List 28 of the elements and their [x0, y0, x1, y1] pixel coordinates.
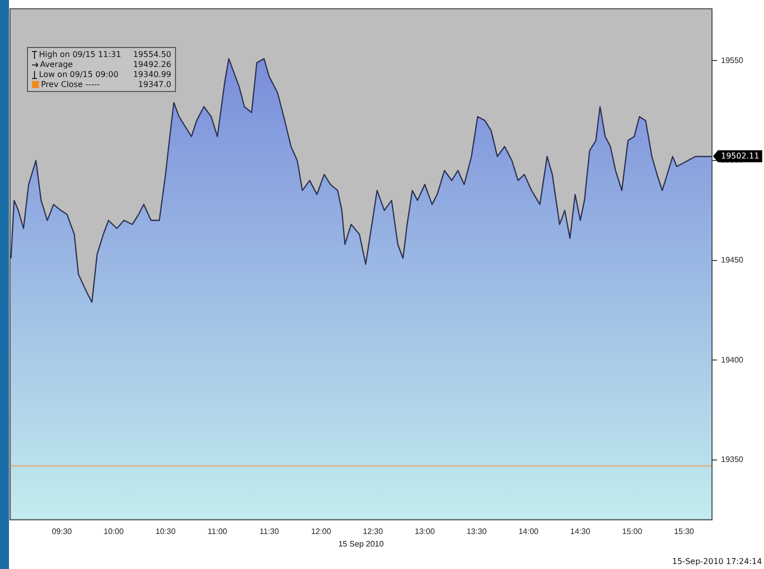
x-tick-label: 09:30 — [52, 526, 72, 536]
annotation: Low on 09/15 09:00 — [38, 70, 120, 79]
annotation: 19502.11 — [721, 151, 760, 160]
x-tick-label: 15:00 — [622, 526, 643, 536]
x-tick-label: 10:30 — [156, 526, 176, 536]
annotation: 19340.99 — [133, 70, 172, 79]
x-tick-label: 12:00 — [311, 526, 332, 536]
x-tick-label: 13:00 — [414, 526, 436, 536]
annotation: Average — [39, 60, 74, 69]
text: 15-Sep-2010 17:24:14 — [672, 557, 762, 566]
x-tick-label: 10:00 — [104, 526, 124, 536]
x-tick-label: 14:30 — [570, 526, 591, 536]
y-tick-label: 19350 — [721, 455, 744, 464]
y-tick-label: 19550 — [721, 56, 744, 65]
annotation: 19347.0 — [137, 80, 172, 89]
annotation: 19554.50 — [133, 50, 172, 59]
y-tick-label: 19400 — [721, 355, 744, 364]
x-tick-label: 13:30 — [466, 526, 488, 536]
x-tick-label: 12:30 — [362, 526, 384, 536]
annotation: Prev Close ----- — [40, 80, 101, 89]
annotation: 19492.26 — [133, 60, 172, 69]
x-tick-label: 11:00 — [208, 526, 228, 536]
x-tick-label: 11:30 — [260, 526, 280, 536]
x-tick-label: 14:00 — [518, 526, 540, 536]
x-tick-label: 15:30 — [674, 526, 695, 536]
y-tick-label: 19450 — [721, 256, 744, 265]
annotation: High on 09/15 11:31 — [38, 50, 122, 59]
x-axis-title: 15 Sep 2010 — [338, 539, 384, 548]
